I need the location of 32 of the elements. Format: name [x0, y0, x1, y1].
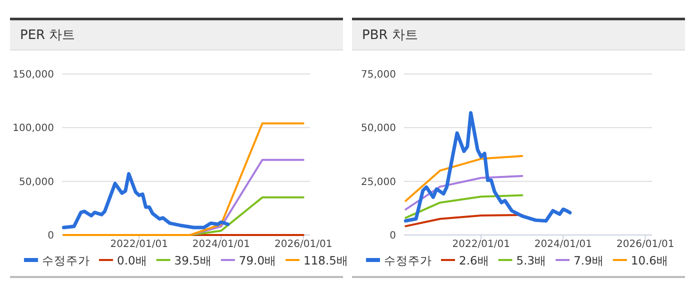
- y-tick-label: 75,000: [361, 70, 396, 80]
- line-series: [404, 155, 524, 202]
- y-tick-label: 0: [390, 230, 396, 242]
- chart-title: PER 차트: [20, 28, 76, 43]
- line-series: [404, 194, 524, 219]
- x-tick-label: 2026/01/01: [616, 239, 674, 250]
- legend-label: 7.9배: [574, 254, 604, 268]
- legend-label: 118.5배: [304, 254, 348, 268]
- x-tick-label: 2026/01/01: [274, 239, 332, 250]
- line-series: [404, 174, 524, 210]
- y-tick-label: 50,000: [361, 123, 396, 134]
- y-tick-label: 25,000: [361, 176, 396, 188]
- line-series: [62, 172, 230, 230]
- line-series: [404, 111, 572, 223]
- legend-label: 수정주가: [384, 254, 432, 268]
- legend-label: 0.0배: [117, 254, 148, 268]
- y-tick-label: 50,000: [19, 176, 54, 188]
- chart-title: PBR 차트: [362, 28, 418, 43]
- y-tick-label: 100,000: [12, 123, 54, 134]
- x-tick-label: 2024/01/01: [192, 239, 250, 250]
- legend-label: 2.6배: [459, 254, 490, 268]
- x-tick-label: 2022/01/01: [110, 239, 168, 250]
- legend-label: 수정주가: [42, 254, 90, 268]
- legend-label: 10.6배: [630, 254, 668, 268]
- legend-label: 79.0배: [238, 254, 277, 268]
- legend-label: 5.3배: [516, 254, 547, 268]
- line-series: [404, 214, 524, 228]
- x-tick-label: 2024/01/01: [534, 239, 592, 250]
- x-tick-label: 2022/01/01: [452, 239, 510, 250]
- y-tick-label: 0: [48, 230, 54, 242]
- legend-label: 39.5배: [174, 254, 212, 268]
- y-tick-label: 150,000: [12, 70, 54, 80]
